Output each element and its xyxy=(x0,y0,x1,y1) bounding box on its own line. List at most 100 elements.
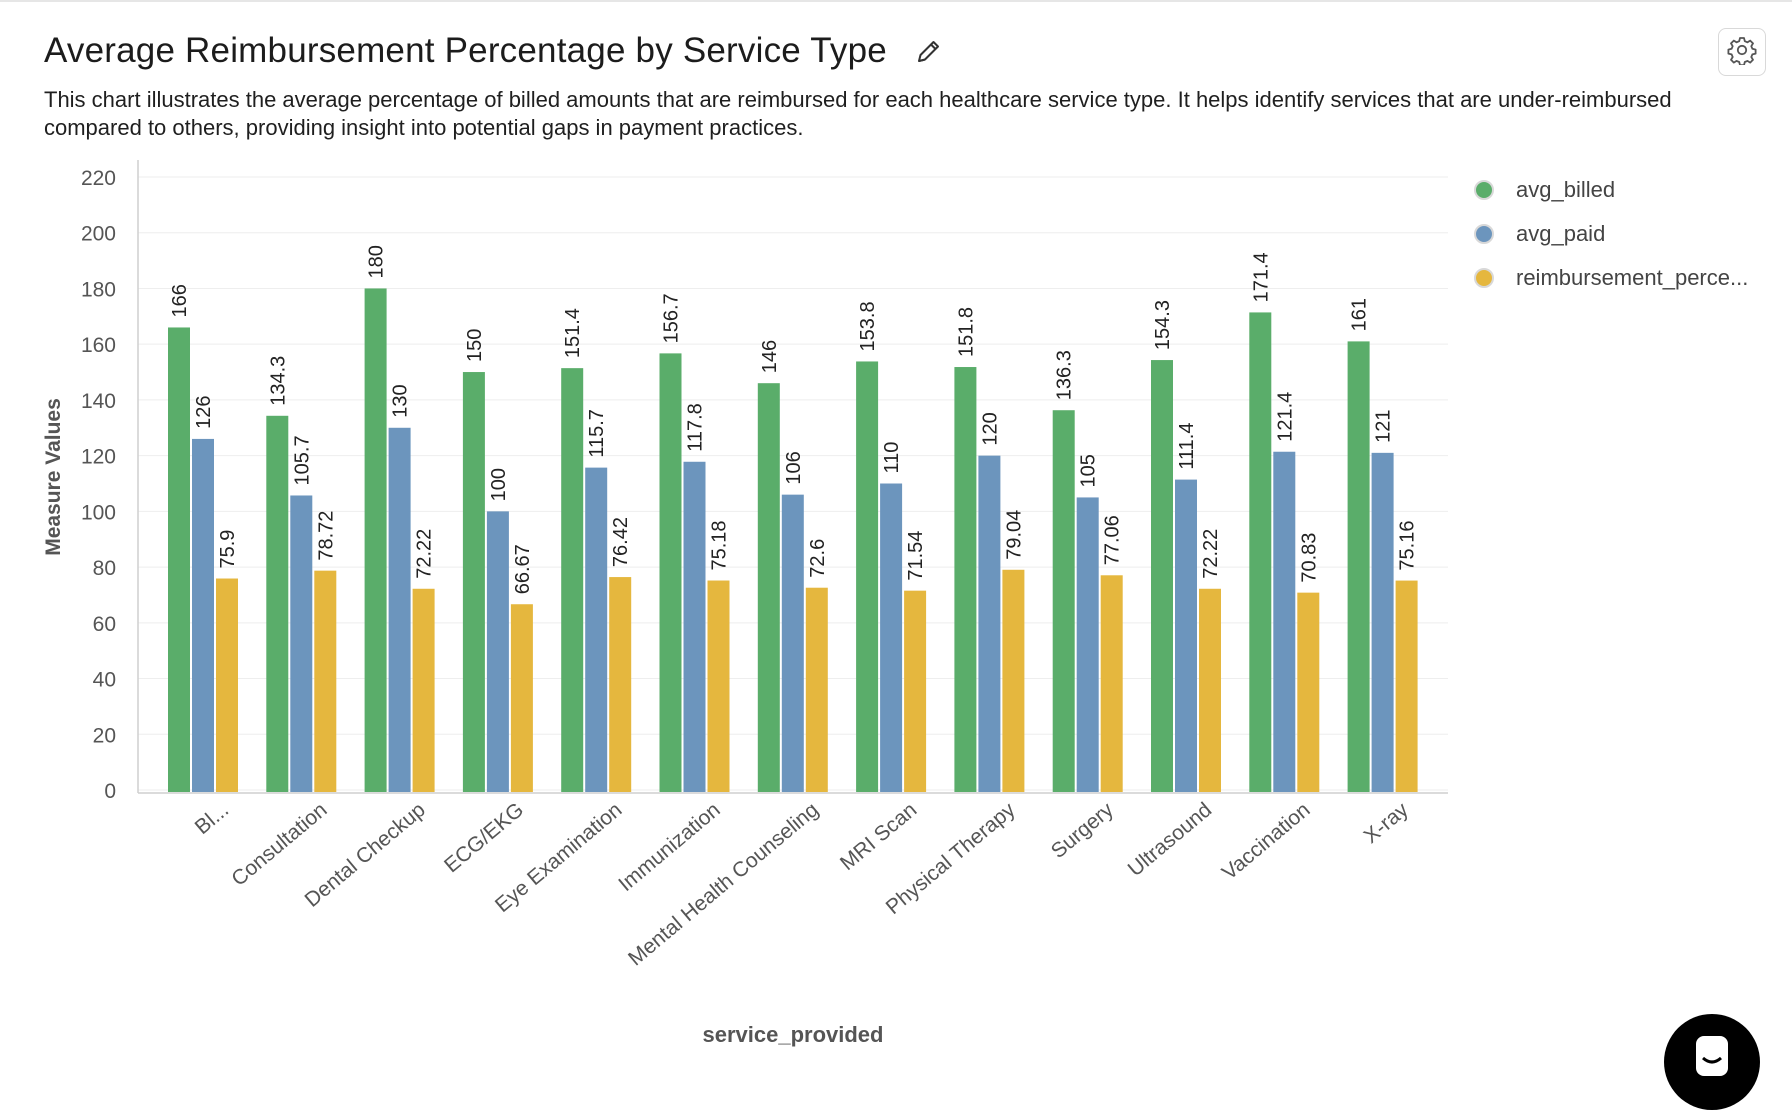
bar-reimbursement-perce xyxy=(314,570,337,792)
data-label: 105.7 xyxy=(291,435,313,485)
bar-avg-billed xyxy=(1052,410,1075,792)
data-label: 134.3 xyxy=(267,356,289,406)
data-label: 78.72 xyxy=(315,511,337,561)
bar-avg-billed xyxy=(266,415,289,792)
data-label: 136.3 xyxy=(1054,350,1076,400)
data-label: 156.7 xyxy=(661,293,683,343)
x-tick-label: Consultation xyxy=(227,798,331,891)
legend: avg_billed avg_paid reimbursement_perce.… xyxy=(1474,168,1748,300)
bar-avg-billed xyxy=(364,288,387,792)
x-tick-label: Mental Health Counseling xyxy=(624,798,823,970)
bar-chart: 0 20 40 60 80 100 120 140 160 180 200 220 Measure Va… xyxy=(42,160,1448,1047)
legend-dot-reimbursement xyxy=(1474,268,1494,288)
bar-avg-billed xyxy=(659,353,682,792)
x-tick-label: Bl... xyxy=(191,798,234,839)
pencil-icon[interactable] xyxy=(915,36,945,66)
data-label: 171.4 xyxy=(1250,252,1272,302)
bar-avg-billed xyxy=(168,327,190,792)
data-label: 117.8 xyxy=(685,403,707,452)
bar-reimbursement-perce xyxy=(1395,580,1418,792)
data-label: 120 xyxy=(979,412,1001,445)
y-axis-title: Measure Values xyxy=(42,398,65,556)
legend-label: reimbursement_perce... xyxy=(1516,265,1749,290)
legend-item-avg-billed[interactable]: avg_billed xyxy=(1474,168,1748,212)
bar-reimbursement-perce xyxy=(412,588,435,792)
data-label: 77.06 xyxy=(1102,515,1124,565)
y-tick-label: 200 xyxy=(81,223,116,246)
data-label: 75.16 xyxy=(1397,521,1419,571)
bar-avg-billed xyxy=(954,367,977,792)
bar-reimbursement-perce xyxy=(216,578,238,792)
data-label: 105 xyxy=(1078,454,1100,487)
bar-avg-billed xyxy=(1151,360,1173,792)
data-label: 106 xyxy=(783,451,805,484)
bar-avg-paid xyxy=(388,427,411,792)
bar-avg-billed xyxy=(1249,312,1272,792)
data-label: 146 xyxy=(759,340,781,373)
bar-reimbursement-perce xyxy=(805,587,828,792)
bar-reimbursement-perce xyxy=(904,590,927,792)
bar-avg-billed xyxy=(462,372,485,792)
bar-avg-billed xyxy=(856,361,879,792)
bar-avg-paid xyxy=(486,511,509,792)
data-label: 72.22 xyxy=(414,529,436,579)
data-label: 75.18 xyxy=(709,520,731,570)
data-label: 115.7 xyxy=(586,409,608,458)
bar-avg-paid xyxy=(1273,451,1296,792)
legend-item-avg-paid[interactable]: avg_paid xyxy=(1474,212,1748,256)
data-label: 75.9 xyxy=(217,530,239,569)
bar-avg-paid xyxy=(1371,452,1394,792)
legend-dot-avg-billed xyxy=(1474,180,1494,200)
y-tick-label: 100 xyxy=(81,501,116,524)
data-label: 121.4 xyxy=(1274,392,1296,442)
chart-description: This chart illustrates the average perce… xyxy=(44,87,1672,140)
legend-item-reimbursement[interactable]: reimbursement_perce... xyxy=(1474,256,1748,300)
y-tick-label: 160 xyxy=(81,334,116,357)
x-axis-title: service_provided xyxy=(703,1022,884,1047)
x-tick-label: Vaccination xyxy=(1218,798,1315,884)
y-tick-label: 220 xyxy=(81,167,116,190)
bar-avg-paid xyxy=(880,483,903,792)
bar-avg-paid xyxy=(1175,479,1197,792)
x-tick-label: MRI Scan xyxy=(836,798,921,875)
legend-dot-avg-paid xyxy=(1474,224,1494,244)
data-label: 161 xyxy=(1349,298,1371,331)
bar-avg-billed xyxy=(561,368,584,792)
data-label: 72.6 xyxy=(807,539,829,578)
data-label: 150 xyxy=(464,329,486,362)
bar-avg-paid xyxy=(192,438,214,792)
bar-avg-paid xyxy=(781,494,804,792)
bar-avg-paid xyxy=(1076,497,1099,792)
gear-icon xyxy=(1727,35,1757,70)
data-label: 76.42 xyxy=(610,517,632,567)
settings-button[interactable] xyxy=(1718,28,1766,76)
bar-reimbursement-perce xyxy=(1199,588,1221,792)
bar-reimbursement-perce xyxy=(510,604,533,792)
chat-launcher-button[interactable] xyxy=(1664,1014,1760,1110)
x-tick-label: ECG/EKG xyxy=(440,798,528,877)
bar-avg-paid xyxy=(978,455,1001,792)
y-tick-label: 120 xyxy=(81,446,116,469)
bar-reimbursement-perce xyxy=(1100,575,1123,792)
x-tick-label: Surgery xyxy=(1047,798,1118,863)
data-label: 126 xyxy=(193,396,215,429)
data-label: 180 xyxy=(366,245,388,278)
top-border xyxy=(0,0,1792,2)
data-label: 70.83 xyxy=(1298,533,1320,583)
y-tick-label: 20 xyxy=(93,724,116,747)
data-label: 79.04 xyxy=(1003,510,1025,560)
data-label: 71.54 xyxy=(905,531,927,581)
data-label: 151.8 xyxy=(955,307,977,357)
legend-label: avg_paid xyxy=(1516,221,1606,246)
bar-avg-billed xyxy=(757,383,780,792)
bar-reimbursement-perce xyxy=(707,580,730,792)
data-label: 166 xyxy=(169,284,191,317)
y-tick-label: 0 xyxy=(104,780,116,803)
bar-reimbursement-perce xyxy=(609,577,632,792)
x-tick-label: Ultrasound xyxy=(1124,798,1217,881)
data-label: 154.3 xyxy=(1152,300,1174,350)
bar-avg-billed xyxy=(1347,341,1370,792)
data-label: 100 xyxy=(488,468,510,501)
data-label: 111.4 xyxy=(1176,423,1198,470)
data-label: 130 xyxy=(390,384,412,417)
